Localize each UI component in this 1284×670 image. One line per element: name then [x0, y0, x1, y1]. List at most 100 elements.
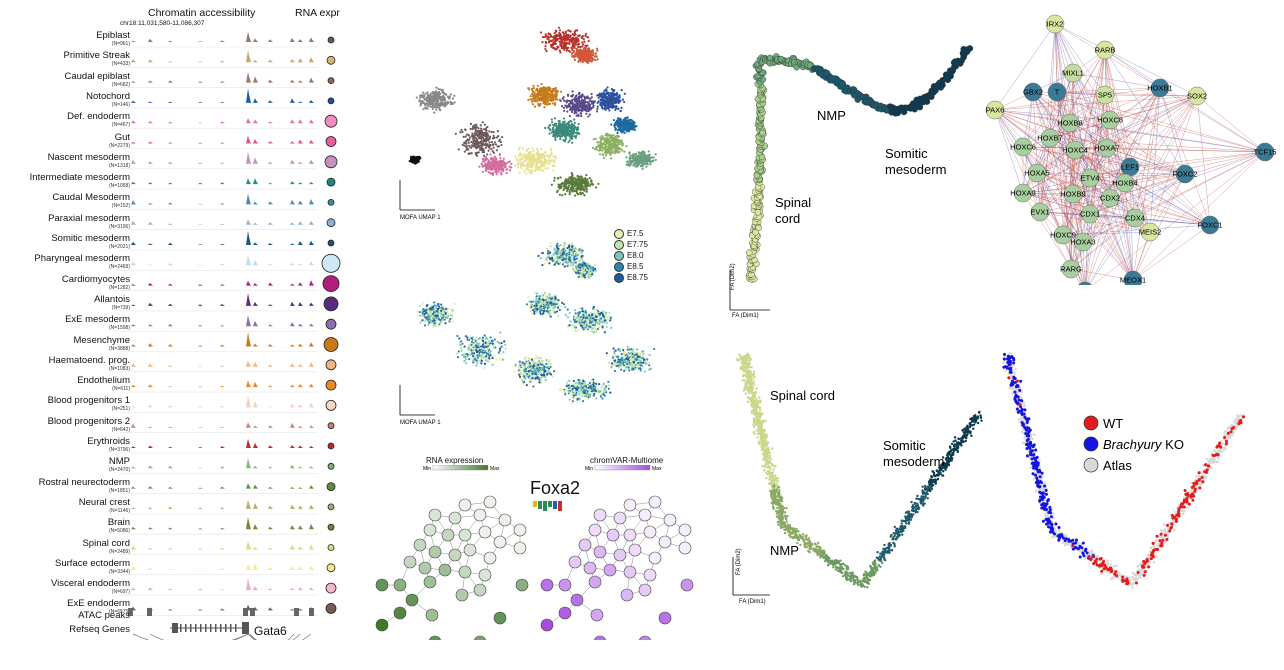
tf-name: Foxa2 — [530, 478, 581, 498]
grn-node: MEOX1 — [1120, 270, 1146, 285]
grn-node: PAX6 — [986, 100, 1005, 120]
umap-stage: MOFA UMAP 1 MOFA UMAP 2 — [395, 241, 656, 426]
grn-node: HOXB4 — [1112, 173, 1138, 193]
network-node — [680, 578, 694, 592]
track-count: (N=1851) — [109, 487, 130, 494]
somitic-label: mesoderm — [883, 454, 944, 469]
umap-x-label: MOFA UMAP 1 — [400, 215, 441, 220]
track-svg — [120, 31, 341, 640]
umap-cluster — [478, 153, 513, 176]
rna-expr-dot — [326, 218, 336, 228]
grn-node-label: GBX2 — [1023, 88, 1043, 97]
grn-node-label: EVX1 — [1030, 208, 1049, 217]
spinal-label: Spinal cord — [770, 388, 835, 403]
legend-swatch — [614, 228, 624, 239]
track-label: Nascent mesoderm — [47, 151, 130, 163]
grn-node: HOXA7 — [1094, 138, 1120, 158]
umap-stage-cluster — [537, 241, 584, 268]
track-signal — [120, 193, 318, 205]
track-signal — [120, 293, 318, 306]
rna-expr-dot — [327, 442, 335, 450]
gene-regulatory-network: IRX2 RARB MIXL1 GBX2 T SP5 HOXB1 SOX2 PAX6 HOXB8 H… — [986, 14, 1277, 285]
track-label: Cardiomyocytes — [61, 273, 130, 285]
colorbar-label: Min — [585, 466, 593, 472]
network-node — [478, 568, 492, 582]
network-node — [663, 513, 677, 527]
track-count: (N=251) — [111, 406, 130, 413]
track-label: Rostral neurectoderm — [38, 476, 130, 488]
grn-node-label: HOXB1 — [1147, 84, 1172, 93]
grn-node: SP5 — [1095, 85, 1115, 105]
legend-swatch — [614, 250, 624, 261]
network-node — [588, 575, 602, 589]
rna-expr-dot — [325, 379, 337, 391]
track-count: (N=6575) — [109, 609, 130, 616]
wt-points — [1007, 376, 1246, 586]
rna-expr-dot — [323, 296, 339, 312]
track-signal — [120, 438, 318, 448]
network-node — [458, 498, 472, 512]
track-count: (N=611) — [112, 386, 130, 393]
grn-node: RARG — [1060, 259, 1082, 279]
tf-network — [375, 495, 529, 640]
atac-label: ATAC peaks — [78, 610, 130, 621]
track-signal — [120, 395, 318, 408]
grn-node-label: HOXA9 — [1010, 189, 1035, 198]
network-node — [458, 565, 472, 579]
grn-node-label: RARG — [1060, 265, 1082, 274]
rna-expr-dot — [325, 582, 337, 594]
network-node — [483, 551, 497, 565]
track-count: (N=1083) — [109, 365, 130, 372]
track-count: (N=961) — [111, 41, 130, 47]
track-signal — [120, 516, 318, 530]
grn-node: HOXB1 — [1147, 78, 1173, 98]
track-count: (N=3796) — [109, 447, 130, 453]
rna-expr-title: RNA expr — [295, 7, 340, 19]
umap-celltype: MOFA UMAP 1 MOFA UMAP 2 — [395, 26, 657, 220]
network-node — [425, 608, 439, 622]
grn-node: RARB — [1095, 40, 1116, 60]
network-node — [590, 608, 604, 622]
rna-expr-dot — [325, 318, 337, 330]
umap-stage-cluster — [564, 305, 613, 334]
track-count: (N=1058) — [109, 183, 130, 190]
grn-node-label: TCF15 — [1254, 148, 1277, 157]
rna-expr-dot — [326, 55, 336, 65]
track-signal — [120, 151, 318, 164]
atac-peak — [243, 608, 248, 616]
track-signal — [120, 117, 318, 124]
network-node — [513, 541, 527, 555]
track-count: (N=682) — [111, 81, 130, 88]
track-signal — [120, 50, 318, 63]
network-node — [658, 535, 672, 549]
track-signal — [120, 380, 318, 388]
track-count: (N=2279) — [109, 142, 130, 149]
grn-node-label: HOXB9 — [1060, 190, 1085, 199]
network-node — [448, 548, 462, 562]
umap-cluster — [571, 46, 599, 64]
network-node — [438, 563, 452, 577]
rna-expr-dot — [325, 603, 337, 614]
track-signal — [120, 280, 318, 286]
track-label: Caudal epiblast — [64, 70, 131, 82]
umap-cluster — [408, 155, 422, 165]
grn-node: HOXC6 — [1010, 137, 1036, 157]
track-label: Epiblast — [96, 30, 130, 41]
network-node — [588, 523, 602, 537]
network-node — [393, 578, 407, 592]
grn-node-label: RARB — [1095, 46, 1116, 55]
atac-peak — [147, 608, 152, 616]
grn-node-label: PAX6 — [986, 106, 1005, 115]
legend-swatch — [614, 261, 624, 272]
network-node — [558, 606, 572, 620]
network-node — [375, 578, 389, 592]
umap-y-label: MOFA UMAP 2 — [395, 374, 397, 415]
rna-expr-dot — [324, 155, 338, 169]
grn-node: SOX2 — [1187, 86, 1207, 106]
grn-node: T — [1047, 82, 1067, 102]
umap-cluster — [550, 172, 600, 197]
network-node — [473, 583, 487, 597]
network-node — [639, 635, 651, 640]
legend-label: E8.5 — [627, 262, 644, 271]
grn-node-label: HOXB8 — [1057, 119, 1082, 128]
